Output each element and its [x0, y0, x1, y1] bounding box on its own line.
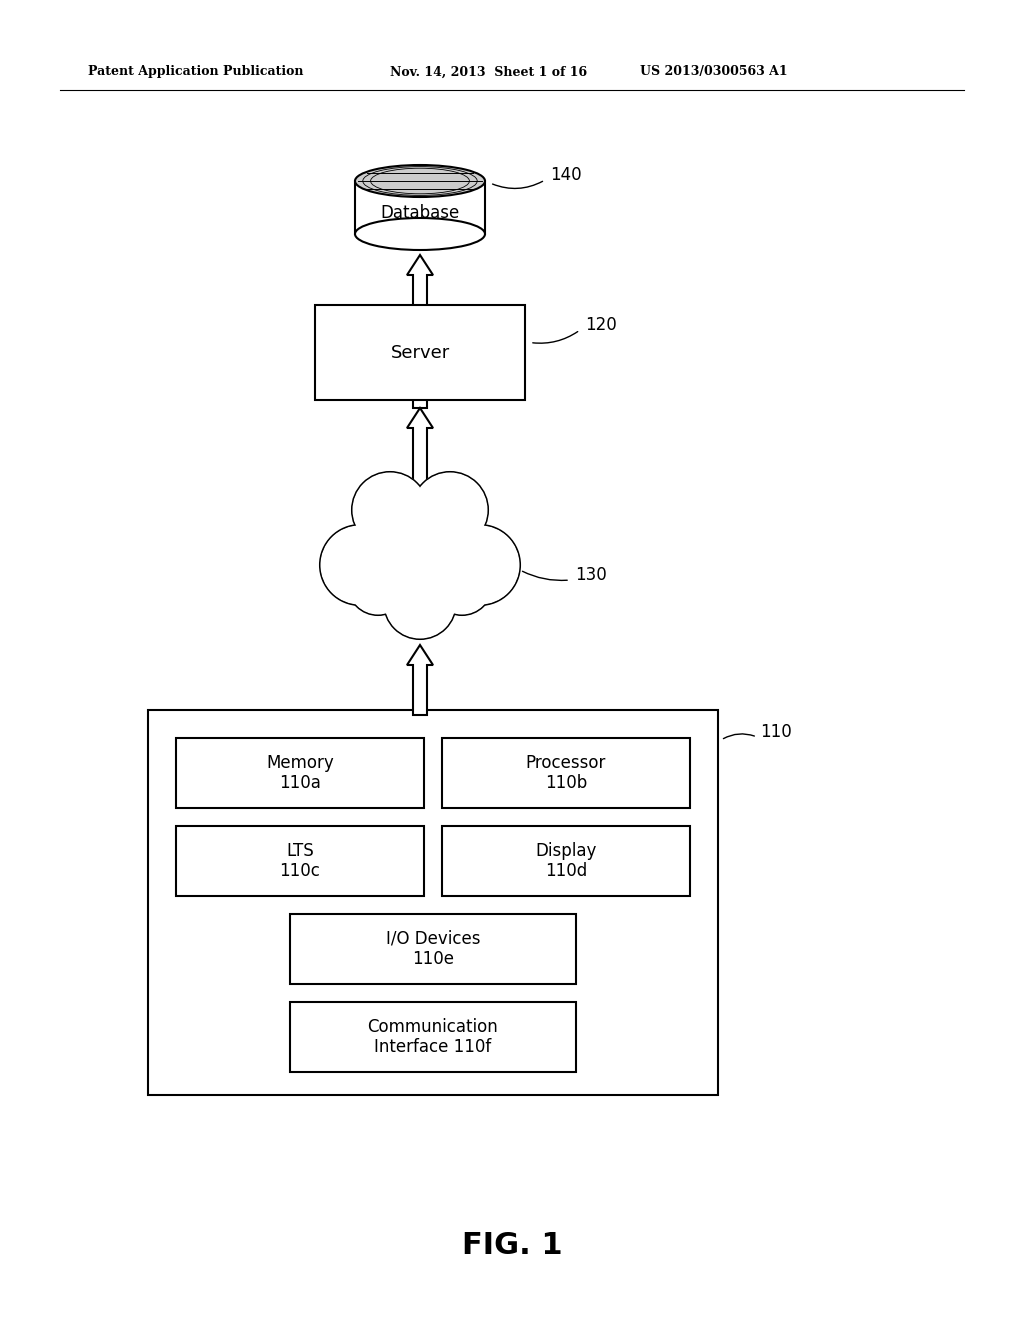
Circle shape [352, 473, 428, 548]
Text: Processor
110b: Processor 110b [525, 754, 606, 792]
Bar [442, 738, 690, 808]
Circle shape [385, 568, 455, 638]
Text: LTS
110c: LTS 110c [280, 842, 321, 880]
Circle shape [432, 554, 492, 615]
Ellipse shape [355, 165, 485, 197]
Text: Patent Application Publication: Patent Application Publication [88, 66, 303, 78]
Bar [315, 305, 525, 400]
Bar [442, 826, 690, 896]
Circle shape [348, 554, 408, 615]
Text: Display
110d: Display 110d [536, 842, 597, 880]
Circle shape [440, 525, 520, 605]
Circle shape [349, 556, 407, 614]
Circle shape [368, 503, 472, 607]
Bar [291, 1002, 575, 1072]
Bar [176, 738, 424, 808]
Ellipse shape [355, 218, 485, 249]
Circle shape [414, 473, 486, 546]
Text: 130: 130 [575, 566, 607, 583]
Text: I/O Devices
110e: I/O Devices 110e [386, 929, 480, 969]
Text: Nov. 14, 2013  Sheet 1 of 16: Nov. 14, 2013 Sheet 1 of 16 [390, 66, 587, 78]
Polygon shape [407, 408, 433, 638]
Polygon shape [355, 181, 485, 234]
Circle shape [353, 473, 427, 546]
Text: Communication
Interface 110f: Communication Interface 110f [368, 1018, 499, 1056]
Polygon shape [407, 645, 433, 715]
Text: FIG. 1: FIG. 1 [462, 1230, 562, 1259]
Polygon shape [407, 255, 433, 408]
Circle shape [384, 568, 456, 639]
Circle shape [441, 527, 519, 603]
Bar [291, 913, 575, 983]
Circle shape [412, 473, 488, 548]
Text: Server: Server [390, 343, 450, 362]
Text: Memory
110a: Memory 110a [266, 754, 334, 792]
Text: 110: 110 [760, 723, 792, 741]
Text: 140: 140 [550, 166, 582, 183]
Circle shape [370, 504, 471, 606]
Circle shape [433, 556, 490, 614]
Text: Database: Database [380, 203, 460, 222]
Bar [148, 710, 718, 1096]
Text: US 2013/0300563 A1: US 2013/0300563 A1 [640, 66, 787, 78]
Circle shape [322, 527, 398, 603]
Circle shape [319, 525, 400, 605]
Bar [176, 826, 424, 896]
Text: 120: 120 [585, 315, 616, 334]
